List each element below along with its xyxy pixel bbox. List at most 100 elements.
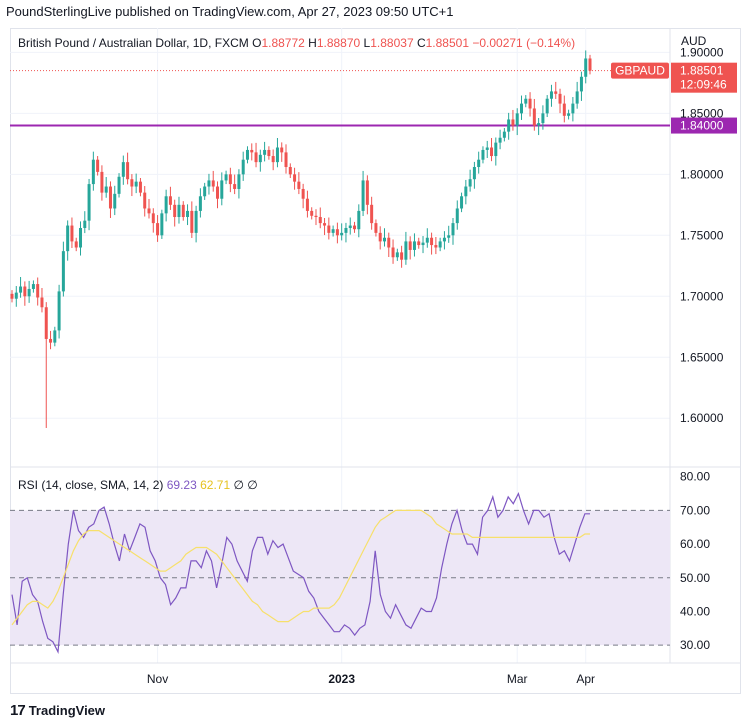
candle-body bbox=[374, 223, 378, 233]
legend-c-value: 1.88501 bbox=[426, 36, 473, 50]
candle-body bbox=[293, 174, 297, 182]
legend-l-value: 1.88037 bbox=[370, 36, 417, 50]
candle-body bbox=[271, 156, 275, 163]
price-badge-countdown: 12:09:46 bbox=[680, 78, 727, 92]
candle-body bbox=[562, 103, 566, 116]
symbol-badge-bg bbox=[611, 62, 669, 79]
candle-body bbox=[216, 186, 220, 199]
candle-body bbox=[558, 93, 562, 104]
candle-body bbox=[537, 123, 541, 126]
candle-body bbox=[138, 181, 142, 193]
legend-h-label: H bbox=[308, 36, 317, 50]
candle-body bbox=[340, 232, 344, 236]
candle-body bbox=[447, 235, 451, 238]
rsi-tick-label: 40.00 bbox=[680, 604, 710, 618]
level-badge-bg bbox=[671, 117, 737, 134]
price-tick-label: 1.75000 bbox=[680, 228, 724, 242]
candle-body bbox=[44, 307, 48, 339]
candle-body bbox=[280, 147, 284, 153]
candle-body bbox=[49, 338, 53, 343]
rsi-legend-title: RSI (14, close, SMA, 14, 2) bbox=[18, 478, 167, 492]
candle-body bbox=[571, 103, 575, 114]
candle-body bbox=[121, 162, 125, 177]
candle-body bbox=[113, 193, 117, 209]
price-tick-label: 1.85000 bbox=[680, 106, 724, 120]
rsi-series-sma bbox=[11, 509, 590, 626]
candle-body bbox=[348, 225, 352, 228]
candle-body bbox=[472, 167, 476, 180]
publish-header: PoundSterlingLive published on TradingVi… bbox=[6, 4, 454, 19]
rsi-legend-extra: ∅ ∅ bbox=[233, 478, 257, 492]
candle-body bbox=[468, 179, 472, 187]
candle-body bbox=[438, 241, 442, 248]
candle-body bbox=[36, 284, 40, 298]
rsi-legend-sma-value: 62.71 bbox=[200, 478, 233, 492]
candle-body bbox=[361, 180, 365, 211]
candle-body bbox=[391, 247, 395, 258]
candle-body bbox=[545, 98, 549, 114]
candle-body bbox=[541, 113, 545, 124]
candle-body bbox=[151, 213, 155, 224]
price-tick-label: 1.65000 bbox=[680, 350, 724, 364]
candle-body bbox=[284, 152, 288, 168]
candle-body bbox=[198, 196, 202, 211]
price-badge-value: 1.88501 bbox=[680, 64, 724, 78]
candle-body bbox=[74, 241, 78, 248]
candle-body bbox=[365, 180, 369, 205]
candle-body bbox=[353, 225, 357, 230]
candle-body bbox=[511, 119, 515, 126]
level-badge-value: 1.84000 bbox=[680, 119, 724, 133]
candle-body bbox=[27, 288, 31, 297]
candle-body bbox=[382, 237, 386, 242]
legend-o-value: 1.88772 bbox=[261, 36, 308, 50]
candle-body bbox=[100, 171, 104, 193]
candle-body bbox=[267, 149, 271, 157]
price-tick-label: 1.70000 bbox=[680, 289, 724, 303]
candle-body bbox=[237, 174, 241, 189]
candle-body bbox=[186, 210, 190, 218]
candle-body bbox=[451, 223, 455, 236]
candle-body bbox=[275, 147, 279, 163]
time-tick-label: Nov bbox=[147, 672, 168, 686]
price-legend[interactable]: British Pound / Australian Dollar, 1D, F… bbox=[18, 36, 575, 50]
candle-body bbox=[331, 229, 335, 233]
candle-body bbox=[477, 159, 481, 168]
candle-body bbox=[134, 181, 138, 187]
time-tick-label: 2023 bbox=[328, 672, 355, 686]
candle-body bbox=[344, 227, 348, 233]
candle-body bbox=[494, 142, 498, 157]
candle-body bbox=[130, 179, 134, 187]
legend-o-label: O bbox=[252, 36, 261, 50]
candle-body bbox=[532, 108, 536, 126]
candle-body bbox=[104, 186, 108, 193]
candle-body bbox=[567, 113, 571, 116]
candle-body bbox=[211, 180, 215, 187]
candle-body bbox=[57, 291, 61, 331]
candle-body bbox=[224, 174, 228, 181]
legend-l-label: L bbox=[364, 36, 371, 50]
candle-body bbox=[108, 186, 112, 209]
legend-change: −0.00271 (−0.14%) bbox=[472, 36, 575, 50]
tradingview-logo-icon: 17 bbox=[10, 702, 26, 719]
candle-body bbox=[263, 149, 267, 155]
candle-body bbox=[323, 223, 327, 226]
candle-body bbox=[554, 91, 558, 94]
candle-body bbox=[233, 184, 237, 189]
rsi-tick-label: 80.00 bbox=[680, 470, 710, 484]
candle-body bbox=[126, 162, 130, 180]
chart-frame bbox=[10, 28, 741, 694]
candle-body bbox=[434, 245, 438, 248]
candle-body bbox=[87, 184, 91, 221]
candle-body bbox=[387, 237, 391, 248]
candle-body bbox=[490, 147, 494, 157]
candle-body bbox=[173, 204, 177, 218]
candle-body bbox=[455, 208, 459, 224]
candle-body bbox=[147, 208, 151, 214]
candle-body bbox=[190, 210, 194, 233]
candle-body bbox=[318, 217, 322, 224]
candle-body bbox=[91, 159, 95, 185]
candle-body bbox=[502, 131, 506, 138]
rsi-tick-label: 70.00 bbox=[680, 503, 710, 517]
rsi-legend-value: 69.23 bbox=[167, 478, 200, 492]
